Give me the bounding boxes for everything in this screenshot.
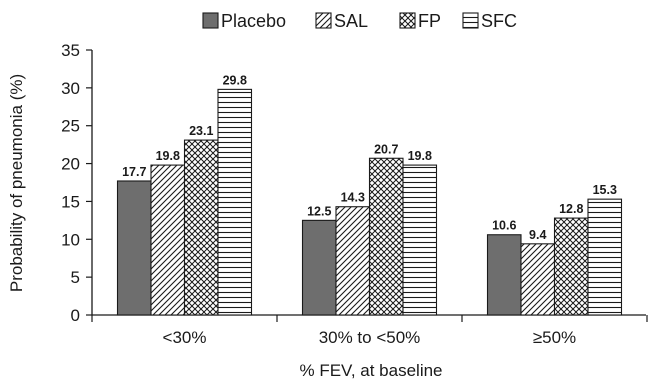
bar-fp (368, 157, 404, 316)
legend-swatch-sfc (462, 12, 479, 29)
x-axis-title: % FEV, at baseline (299, 361, 442, 380)
bar-sal (335, 206, 371, 316)
y-tick-label: 15 (61, 192, 80, 211)
x-axis-categories: <30% 30% to <50% ≥50% (163, 328, 577, 347)
legend-label: Placebo (221, 11, 286, 31)
data-label: 12.8 (559, 202, 583, 216)
bar-placebo (116, 180, 152, 316)
legend-swatch-fp (399, 12, 416, 29)
legend-label: SAL (334, 11, 368, 31)
legend-swatch-sal (315, 12, 332, 29)
y-tick-label: 5 (71, 268, 80, 287)
bar-fp (183, 139, 219, 316)
data-label: 23.1 (189, 124, 213, 138)
data-label: 9.4 (529, 228, 546, 242)
y-tick-label: 35 (61, 41, 80, 60)
y-tick-label: 20 (61, 155, 80, 174)
x-category-label: ≥50% (533, 328, 576, 347)
data-label: 15.3 (593, 183, 617, 197)
data-label: 20.7 (374, 142, 398, 156)
bar-sal (150, 164, 186, 316)
data-label: 10.6 (492, 219, 516, 233)
y-tick-label: 0 (71, 306, 80, 325)
value-labels: 17.7 19.8 23.1 29.8 12.5 14.3 20.7 19.8 10.6 9.4 1… (122, 73, 617, 241)
data-label: 19.8 (156, 149, 180, 163)
bar-sfc (587, 198, 623, 316)
legend-swatch-placebo (202, 12, 219, 29)
bar-sfc (402, 164, 438, 316)
y-axis-title: Probability of pneumonia (%) (7, 74, 26, 292)
x-category-label: <30% (163, 328, 207, 347)
y-tick-label: 25 (61, 117, 80, 136)
legend: Placebo SAL FP SFC (202, 11, 517, 31)
bars (116, 88, 623, 316)
legend-label: FP (418, 11, 441, 31)
bar-sfc (217, 88, 253, 316)
data-label: 29.8 (223, 73, 247, 87)
data-label: 19.8 (408, 149, 432, 163)
x-category-label: 30% to <50% (319, 328, 421, 347)
bar-fp (553, 217, 589, 316)
y-axis: 0 5 10 15 20 25 30 35 (61, 41, 92, 325)
data-label: 17.7 (122, 165, 146, 179)
bar-placebo (301, 219, 337, 316)
bar-placebo (486, 234, 522, 316)
data-label: 12.5 (307, 204, 331, 218)
y-tick-label: 10 (61, 230, 80, 249)
legend-label: SFC (481, 11, 517, 31)
data-label: 14.3 (341, 191, 365, 205)
bar-sal (520, 243, 556, 316)
y-tick-label: 30 (61, 79, 80, 98)
